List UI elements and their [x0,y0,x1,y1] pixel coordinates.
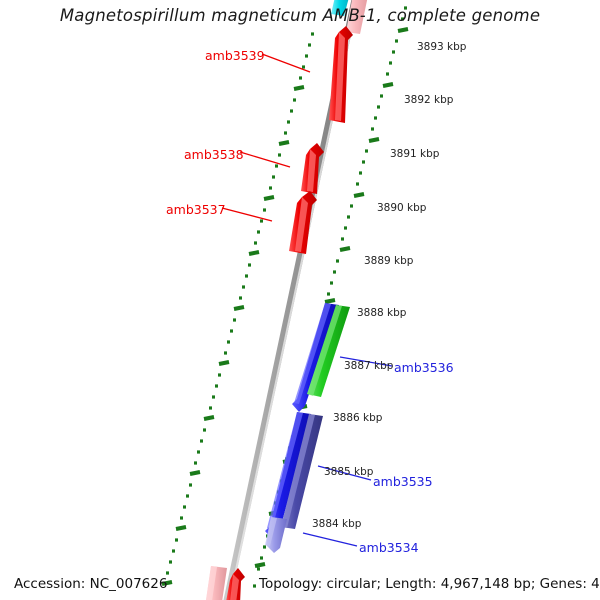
page-title: Magnetospirillum magneticum AMB-1, compl… [59,6,541,25]
gene-blue-lower[interactable] [265,412,311,539]
gene-label-leaders [221,53,393,547]
gene-amb3537[interactable] [289,191,317,254]
tick-label-3891: 3891 kbp [390,148,440,160]
accession-label: Accession: NC_007626 [14,576,168,592]
gene-label-amb3537[interactable]: amb3537 [166,202,226,217]
tick-label-3886: 3886 kbp [333,412,383,424]
gene-amb3535[interactable] [281,414,323,529]
tick-label-3892: 3892 kbp [404,94,454,106]
gene-pink-top[interactable] [346,0,370,34]
tick-label-3888: 3888 kbp [357,307,407,319]
gene-amb3539[interactable] [329,26,353,123]
gene-label-amb3536[interactable]: amb3536 [394,360,454,375]
gene-cyan-top[interactable] [331,0,352,16]
leader-amb3535 [317,465,372,481]
gene-label-amb3538[interactable]: amb3538 [184,147,244,162]
gene-amb3534[interactable] [265,517,287,553]
tick-label-3893: 3893 kbp [417,41,467,53]
gene-label-amb3539[interactable]: amb3539 [205,48,265,63]
gene-amb3538[interactable] [301,143,324,194]
topology-label: Topology: circular; Length: 4,967,148 bp… [258,576,600,592]
gene-label-amb3535[interactable]: amb3535 [373,474,433,489]
tick-label-3887: 3887 kbp [344,360,394,372]
gene-amb3536[interactable] [307,305,350,397]
gene-pink-bottom[interactable] [206,566,227,600]
tick-arc-left [161,32,314,586]
gene-red-bottom[interactable] [226,568,245,600]
leader-amb3536 [339,356,393,367]
gene-blue-upper[interactable] [292,303,339,412]
tick-label-3884: 3884 kbp [312,518,362,530]
leader-amb3538 [239,151,291,168]
leader-amb3534 [302,532,358,547]
tick-label-3889: 3889 kbp [364,255,414,267]
tick-label-3890: 3890 kbp [377,202,427,214]
leader-amb3537 [221,207,273,222]
gene-label-amb3534[interactable]: amb3534 [359,540,419,555]
tick-label-3885: 3885 kbp [324,466,374,478]
leader-amb3539 [261,53,311,73]
